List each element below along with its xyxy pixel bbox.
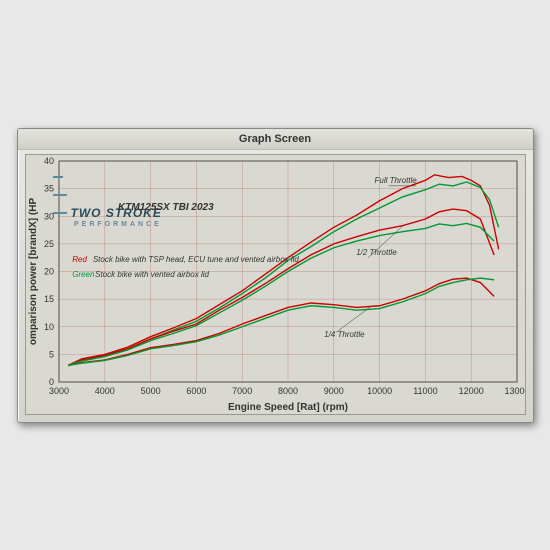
ytick-label: 5 xyxy=(48,349,53,359)
leader-line xyxy=(336,306,370,331)
xtick-label: 12000 xyxy=(458,386,483,396)
ytick-label: 30 xyxy=(43,211,53,221)
chart-svg: 3000 4000 5000 6000 7000 8000 9000 10000 11000 12… xyxy=(26,155,525,414)
ytick-label: 10 xyxy=(43,321,53,331)
window-titlebar: Graph Screen xyxy=(18,129,533,150)
graph-window: Graph Screen 3000 4000 5000 6000 7000 8000 900… xyxy=(17,128,534,423)
chart-area: 3000 4000 5000 6000 7000 8000 9000 10000 11000 12… xyxy=(25,154,526,415)
ytick-label: 15 xyxy=(43,294,53,304)
series-quarter-throttle-green xyxy=(68,278,494,365)
xtick-label: 4000 xyxy=(94,386,114,396)
xtick-label: 3000 xyxy=(48,386,68,396)
xtick-label: 5000 xyxy=(140,386,160,396)
xtick-label: 6000 xyxy=(186,386,206,396)
xtick-label: 11000 xyxy=(413,386,437,396)
ytick-label: 20 xyxy=(43,266,53,276)
xtick-label: 7000 xyxy=(232,386,252,396)
xtick-label: 13000 xyxy=(504,386,525,396)
ytick-label: 0 xyxy=(48,377,53,387)
ytick-label: 40 xyxy=(43,156,53,166)
ytick-label: 25 xyxy=(43,238,53,248)
xtick-label: 8000 xyxy=(277,386,297,396)
xtick-label: 9000 xyxy=(323,386,343,396)
y-axis-label: omparison power [brandX] (HP xyxy=(28,197,39,345)
page-background: Graph Screen 3000 4000 5000 6000 7000 8000 900… xyxy=(0,0,550,550)
ytick-label: 35 xyxy=(43,183,53,193)
window-title: Graph Screen xyxy=(239,133,311,145)
leader-line xyxy=(368,226,402,257)
series-half-throttle-red xyxy=(68,209,494,365)
x-axis-label: Engine Speed [Rat] (rpm) xyxy=(227,402,347,413)
series-half-throttle-green xyxy=(68,223,494,365)
xtick-label: 10000 xyxy=(367,386,392,396)
series-full-throttle-red xyxy=(68,174,499,365)
